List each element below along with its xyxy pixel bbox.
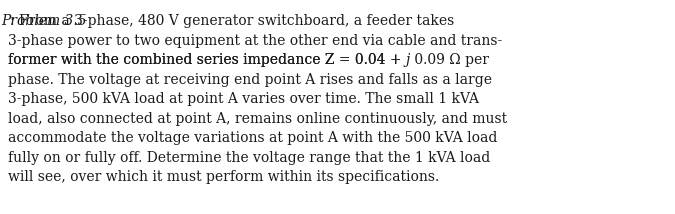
Text: fully on or fully off. Determine the voltage range that the 1 kVA load: fully on or fully off. Determine the vol… <box>7 150 490 165</box>
Text: will see, over which it must perform within its specifications.: will see, over which it must perform wit… <box>7 170 439 184</box>
Text: phase. The voltage at receiving end point A rises and falls as a large: phase. The voltage at receiving end poin… <box>7 73 491 86</box>
Text: : From a 3-phase, 480 V generator switchboard, a feeder takes: : From a 3-phase, 480 V generator switch… <box>10 14 454 28</box>
Text: former with the combined series impedance Z = 0.04 +: former with the combined series impedanc… <box>7 53 406 67</box>
Text: Problem 3.5: Problem 3.5 <box>1 14 87 28</box>
Text: accommodate the voltage variations at point A with the 500 kVA load: accommodate the voltage variations at po… <box>7 131 497 145</box>
Text: j: j <box>406 53 410 67</box>
Text: former with the combined series impedance Z = 0.04 +: former with the combined series impedanc… <box>7 53 406 67</box>
Text: 0.09 Ω per: 0.09 Ω per <box>410 53 489 67</box>
Text: 3-phase power to two equipment at the other end via cable and trans-: 3-phase power to two equipment at the ot… <box>7 34 502 48</box>
Text: load, also connected at point A, remains online continuously, and must: load, also connected at point A, remains… <box>7 111 507 125</box>
Text: 3-phase, 500 kVA load at point A varies over time. The small 1 kVA: 3-phase, 500 kVA load at point A varies … <box>7 92 479 106</box>
